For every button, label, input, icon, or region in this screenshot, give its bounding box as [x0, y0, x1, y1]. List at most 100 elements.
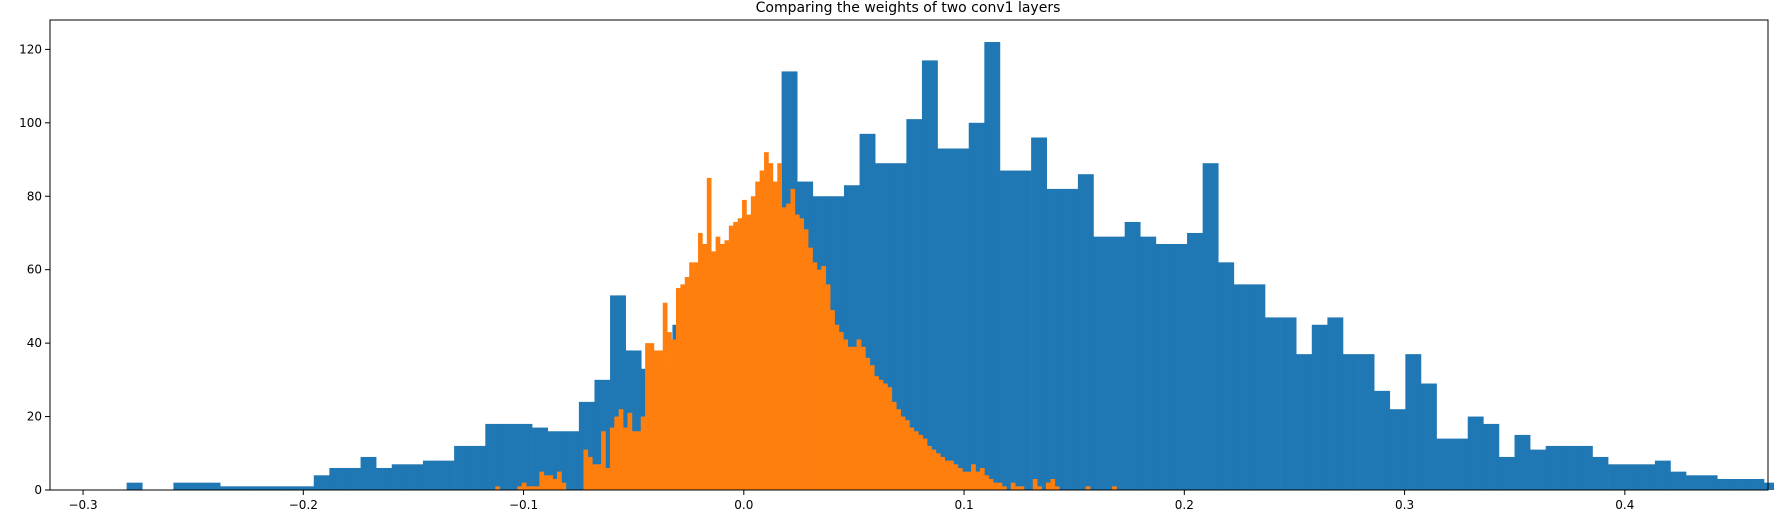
- histogram-bar: [808, 247, 813, 490]
- plot-frame: [49, 19, 1769, 491]
- x-tick-label: 0.0: [734, 498, 753, 512]
- histogram-bar: [1037, 486, 1042, 490]
- histogram-bar: [706, 177, 712, 490]
- histogram-bar: [1249, 284, 1266, 491]
- histogram-bar: [1717, 478, 1734, 490]
- series-a-bars: [126, 42, 1774, 491]
- histogram-bar: [874, 376, 879, 490]
- histogram-bar: [906, 119, 923, 490]
- histogram-bar: [1093, 236, 1110, 490]
- histogram-bar: [1467, 416, 1484, 490]
- x-axis: −0.3 −0.2 −0.1 0.0 0.1 0.2 0.3 0.4: [68, 490, 1634, 512]
- histogram-bar: [984, 42, 1001, 490]
- histogram-bar: [834, 324, 840, 490]
- histogram-bar: [937, 148, 954, 490]
- histogram-bar: [768, 163, 774, 490]
- histogram-bar: [1233, 284, 1250, 491]
- histogram-bar: [737, 218, 743, 490]
- histogram-bar: [173, 482, 190, 490]
- histogram-bar: [1436, 438, 1453, 490]
- histogram-bar: [887, 387, 893, 490]
- histogram-bar: [869, 365, 875, 490]
- histogram-bar: [631, 431, 637, 490]
- histogram-bar: [189, 482, 205, 490]
- histogram-bar: [1405, 354, 1422, 490]
- histogram-bar: [966, 471, 972, 490]
- histogram-bar: [1576, 445, 1593, 490]
- histogram-bar: [1265, 317, 1281, 490]
- histogram-bar: [623, 427, 628, 490]
- histogram-bar: [391, 464, 408, 490]
- histogram-bar: [1032, 478, 1038, 490]
- y-tick-label: 100: [19, 116, 42, 130]
- histogram-bar: [711, 251, 716, 490]
- histogram-bar: [1202, 163, 1219, 490]
- histogram-bar: [940, 456, 945, 490]
- histogram-bar: [344, 467, 361, 490]
- histogram-bar: [1654, 460, 1671, 491]
- x-tick-label: −0.2: [289, 498, 318, 512]
- histogram-bar: [896, 409, 901, 490]
- histogram-bar: [605, 467, 611, 490]
- histogram-bar: [517, 486, 523, 490]
- histogram-bar: [999, 170, 1016, 491]
- histogram-bar: [376, 467, 393, 490]
- histogram-bar: [1358, 354, 1375, 490]
- histogram-bar: [935, 453, 941, 490]
- histogram-bar: [609, 427, 615, 490]
- histogram-bar: [759, 170, 765, 491]
- histogram-bar: [803, 229, 809, 491]
- y-axis: 0 20 40 60 80 100 120: [19, 42, 50, 497]
- histogram-bar: [684, 277, 690, 490]
- histogram-bar: [949, 460, 954, 491]
- histogram-bar: [614, 416, 620, 490]
- histogram-bar: [962, 471, 968, 490]
- y-tick-label: 80: [27, 189, 42, 203]
- histogram-bar: [521, 482, 527, 490]
- histogram-bar: [971, 464, 976, 490]
- histogram-bar: [552, 478, 558, 490]
- histogram-bar: [790, 188, 796, 490]
- histogram-bar: [746, 214, 752, 491]
- histogram-bar: [702, 243, 708, 490]
- histogram-bar: [313, 475, 330, 490]
- histogram-bar: [1639, 464, 1656, 490]
- histogram-bar: [697, 232, 703, 490]
- histogram-bar: [1019, 486, 1025, 490]
- histogram-bar: [750, 196, 756, 490]
- histogram-bar: [1155, 243, 1172, 490]
- histogram-bar: [856, 339, 862, 490]
- histogram-bar: [1514, 434, 1531, 490]
- histogram-bar: [847, 346, 853, 490]
- histogram-bar: [548, 475, 553, 490]
- histogram-bar: [649, 343, 655, 491]
- histogram-bar: [772, 181, 778, 490]
- histogram-bar: [282, 486, 299, 490]
- histogram-bar: [596, 464, 602, 490]
- histogram-bar: [618, 409, 624, 490]
- histogram-bar: [126, 482, 143, 490]
- histogram-bar: [1010, 482, 1016, 490]
- histogram-bar: [715, 236, 721, 490]
- histogram-bar: [812, 262, 818, 490]
- histogram-bar: [883, 383, 888, 490]
- histogram-bar: [251, 486, 268, 490]
- histogram-bar: [1561, 445, 1578, 490]
- histogram-bar: [816, 269, 822, 490]
- histogram-bar: [500, 423, 517, 490]
- histogram-bar: [825, 284, 831, 491]
- histogram-bar: [662, 302, 668, 490]
- histogram-bar: [944, 460, 950, 491]
- histogram-bar: [1124, 221, 1141, 490]
- histogram-bar: [968, 122, 985, 490]
- histogram-bar: [1327, 317, 1344, 490]
- y-tick-label: 60: [27, 263, 42, 277]
- histogram-bar: [535, 486, 540, 490]
- histogram-bar: [742, 199, 747, 491]
- histogram-bar: [1764, 482, 1774, 490]
- histogram-bar: [485, 423, 502, 490]
- histogram-bar: [592, 464, 597, 490]
- histogram-bar: [1001, 486, 1007, 490]
- histogram-bar: [1046, 188, 1063, 490]
